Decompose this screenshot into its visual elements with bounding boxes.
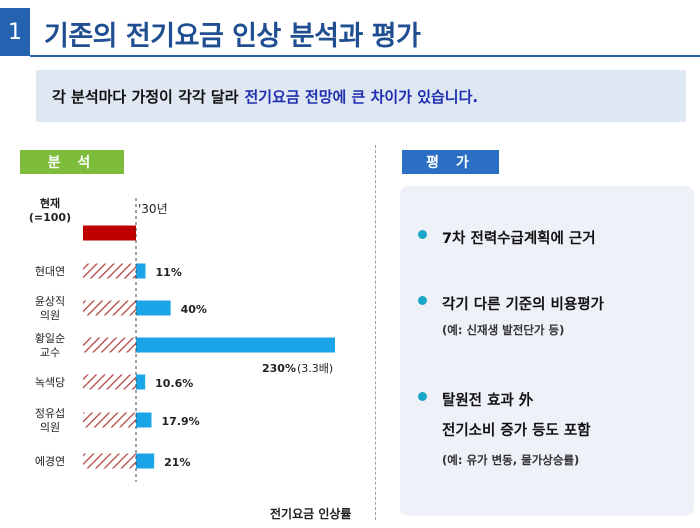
analysis-label: 분 석: [20, 150, 124, 174]
data-label: 40%: [181, 303, 207, 316]
category-label: 녹색당: [35, 376, 65, 389]
baseline-hatch-bar: [83, 453, 136, 469]
evaluation-note: (예: 신재생 발전단가 등): [442, 323, 565, 337]
baseline-hatch-bar: [83, 337, 136, 353]
data-label: 17.9%: [161, 415, 199, 428]
data-bar: [136, 412, 152, 428]
column-header-2030: '30년: [138, 202, 168, 216]
evaluation-item: 각기 다른 기준의 비용평가 (예: 신재생 발전단가 등): [418, 290, 688, 338]
data-note: (3.3배): [297, 362, 333, 375]
x-axis-label: 전기요금 인상률: [270, 506, 351, 521]
baseline-bar: [83, 225, 136, 241]
data-bar: [136, 263, 146, 279]
evaluation-label: 평 가: [402, 150, 499, 174]
baseline-hatch-bar: [83, 300, 136, 316]
evaluation-text: 7차 전력수급계획에 근거: [442, 231, 596, 247]
summary-box: 각 분석마다 가정이 각각 달라 전기요금 전망에 큰 차이가 있습니다.: [36, 70, 686, 122]
evaluation-item: 7차 전력수급계획에 근거: [418, 224, 688, 254]
evaluation-item: 탈원전 효과 外 전기소비 증가 등도 포함 (예: 유가 변동, 물가상승률): [418, 386, 688, 468]
category-label: 현재: [40, 196, 60, 210]
data-bar: [136, 374, 146, 390]
baseline-hatch-bar: [83, 374, 136, 390]
category-label: 의원: [40, 309, 60, 322]
page-title: 기존의 전기요금 인상 분석과 평가: [44, 21, 421, 52]
evaluation-text: 각기 다른 기준의 비용평가: [442, 297, 604, 313]
data-label: 230%: [262, 362, 296, 375]
summary-highlight: 전기요금 전망에 큰 차이가 있습니다.: [244, 87, 479, 106]
bullet-icon: [418, 296, 427, 305]
baseline-hatch-bar: [83, 263, 136, 279]
data-bar: [136, 300, 171, 316]
data-bar: [136, 453, 155, 469]
category-label: (=100): [29, 211, 71, 224]
category-label: 의원: [40, 421, 60, 434]
slide-number: 1: [0, 8, 30, 56]
data-label: 11%: [156, 266, 182, 279]
data-bar: [136, 337, 335, 353]
title-rule: [30, 55, 700, 57]
category-label: 정유섭: [35, 407, 65, 420]
category-label: 윤상직: [35, 295, 65, 308]
data-label: 10.6%: [155, 377, 193, 390]
bullet-icon: [418, 392, 427, 401]
evaluation-note: (예: 유가 변동, 물가상승률): [442, 453, 580, 467]
category-label: 황일순: [35, 331, 65, 345]
evaluation-box: 7차 전력수급계획에 근거 각기 다른 기준의 비용평가 (예: 신재생 발전단…: [400, 186, 694, 516]
category-label: 에경연: [35, 455, 65, 468]
category-label: 교수: [40, 346, 60, 359]
divider: [375, 145, 376, 520]
evaluation-text-line2: 전기소비 증가 등도 포함: [442, 423, 591, 439]
data-label: 21%: [164, 456, 190, 469]
category-label: 현대연: [35, 265, 65, 278]
evaluation-text: 탈원전 효과 外: [442, 393, 534, 409]
baseline-hatch-bar: [83, 412, 136, 428]
summary-prefix: 각 분석마다 가정이 각각 달라: [52, 87, 239, 106]
bullet-icon: [418, 230, 427, 239]
